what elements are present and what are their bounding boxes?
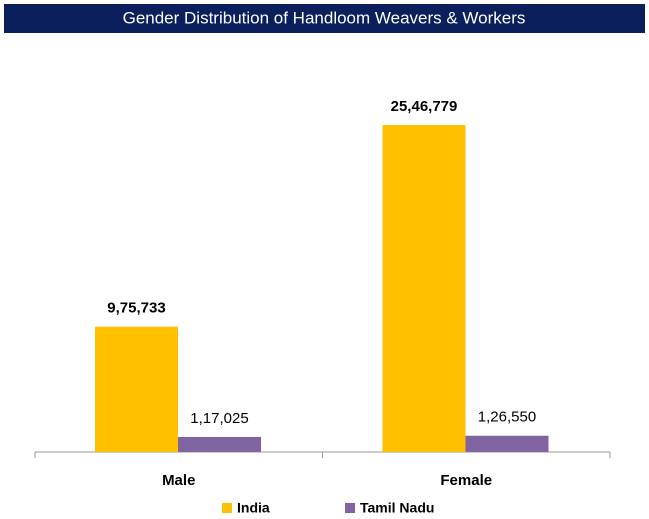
- title-bar: [4, 4, 645, 33]
- data-label: 1,17,025: [190, 410, 248, 427]
- legend-label: India: [237, 500, 270, 516]
- bar: [95, 326, 178, 452]
- data-label: 1,26,550: [478, 409, 536, 426]
- data-label: 25,46,779: [391, 98, 458, 115]
- legend-swatch: [345, 503, 355, 513]
- bar: [178, 436, 261, 452]
- x-tick-label: Male: [162, 472, 195, 489]
- bar: [382, 125, 466, 452]
- chart-title: Gender Distribution of Handloom Weavers …: [123, 8, 526, 27]
- bar: [465, 435, 549, 452]
- legend-label: Tamil Nadu: [360, 500, 434, 516]
- legend-swatch: [222, 503, 232, 513]
- x-tick-label: Female: [440, 472, 492, 489]
- data-label: 9,75,733: [107, 300, 165, 317]
